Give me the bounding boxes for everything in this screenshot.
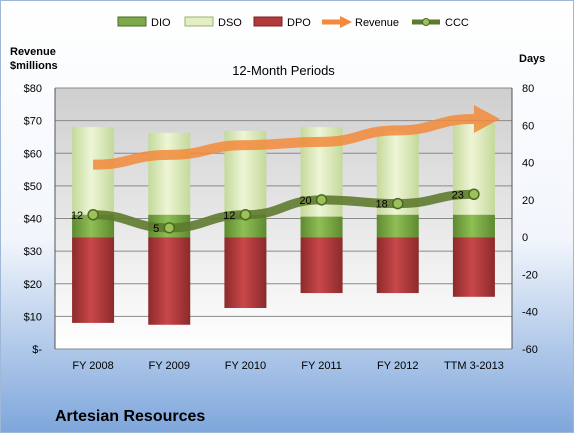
dpo-bar [72,237,115,323]
legend-swatch-dio [117,16,147,27]
category-label: FY 2012 [377,360,418,372]
dio-bar [452,214,495,238]
ccc-data-label: 12 [223,210,235,222]
left-tick-label: $10 [24,311,42,323]
legend-label: CCC [445,17,469,29]
company-name: Artesian Resources [55,408,205,425]
left-tick-label: $40 [24,214,42,226]
ccc-point [163,222,175,234]
dpo-bar [376,237,419,294]
dpo-bar [224,237,267,308]
category-label: TTM 3-2013 [444,360,504,372]
left-tick-label: $50 [24,181,42,193]
category-label: FY 2009 [149,360,190,372]
left-tick-label: $60 [24,148,42,160]
right-tick-label: 40 [522,158,534,170]
right-tick-label: 80 [522,83,534,95]
right-tick-label: 20 [522,195,534,207]
left-axis-label: Revenue [10,46,56,58]
dpo-bar [148,237,191,325]
legend-swatch-dso [184,16,214,27]
left-tick-label: $- [32,344,42,356]
revenue-line [93,113,474,170]
left-tick-label: $30 [24,246,42,258]
right-axis-label: Days [519,53,545,65]
ccc-data-label: 20 [299,195,311,207]
legend-swatch-dpo [253,16,283,27]
dso-bar [148,132,191,215]
ccc-data-label: 12 [71,210,83,222]
ccc-point [392,197,404,210]
ccc-data-label: 18 [376,199,388,211]
dio-bar [300,216,343,238]
right-tick-label: -40 [522,307,538,319]
category-label: FY 2011 [301,360,342,372]
ccc-data-label: 23 [452,189,464,201]
legend-label: Revenue [355,17,399,29]
legend-label: DSO [218,17,242,29]
ccc-point [315,194,328,206]
ccc-line [93,189,474,233]
dio-bar [224,214,267,238]
legend-swatch-revenue-head [340,16,352,28]
dio-bar [72,214,115,238]
chart-title: 12-Month Periods [232,63,335,78]
legend-label: DIO [151,17,171,29]
left-axis-label: $millions [10,60,58,72]
legend: DIO DSO DPO Revenue CCC [117,16,469,29]
right-tick-label: -60 [522,344,538,356]
dio-bar [376,214,419,238]
left-tick-label: $80 [24,83,42,95]
dpo-bar [300,237,343,294]
right-tick-label: 60 [522,120,534,132]
legend-label: DPO [287,17,311,29]
revenue-arrowhead [473,104,500,133]
right-tick-label: 0 [522,232,528,244]
ccc-point [468,188,480,201]
dpo-bar [452,237,495,297]
category-label: FY 2010 [225,360,266,372]
left-tick-label: $70 [24,116,42,128]
legend-swatch-ccc-dot [422,18,430,26]
right-tick-label: -20 [522,269,538,281]
dso-bar [72,127,115,215]
ccc-point [87,209,99,221]
left-tick-label: $20 [24,279,42,291]
category-label: FY 2008 [72,360,113,372]
ccc-data-label: 5 [153,223,159,235]
ccc-point [239,209,252,221]
